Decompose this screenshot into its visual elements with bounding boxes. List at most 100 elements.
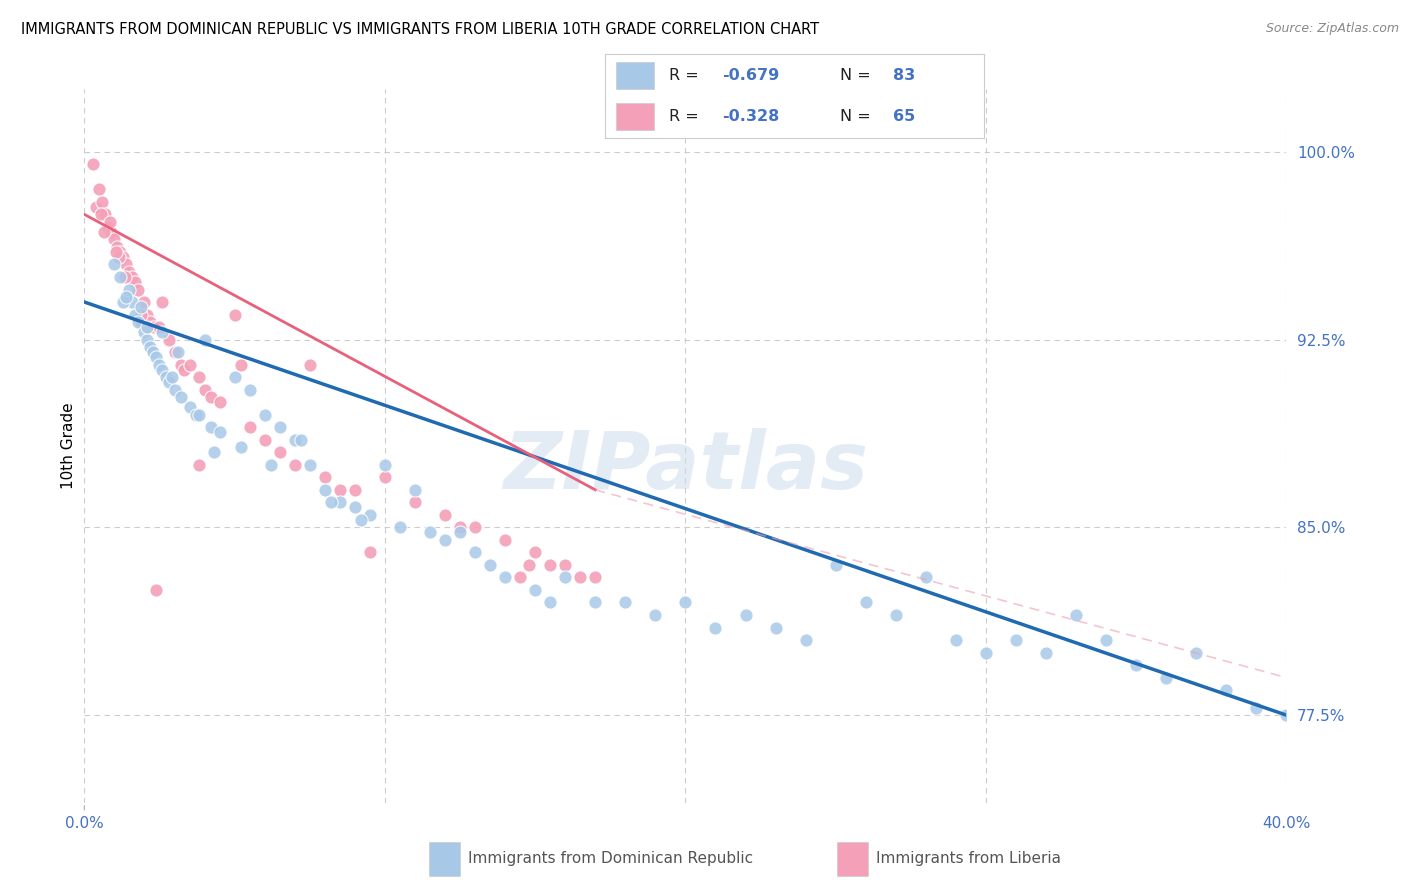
Point: [131, 300, 153, 314]
Point: [1185, 646, 1208, 660]
Point: [108, 250, 131, 264]
Point: [131, 308, 153, 322]
Point: [388, 520, 411, 534]
Point: [208, 395, 231, 409]
Point: [93, 225, 115, 239]
Point: [517, 558, 540, 572]
Point: [359, 545, 381, 559]
Point: [239, 383, 262, 397]
Point: [124, 275, 146, 289]
Point: [794, 633, 817, 648]
Text: Immigrants from Dominican Republic: Immigrants from Dominican Republic: [468, 851, 754, 865]
Point: [97, 219, 120, 234]
Point: [134, 325, 156, 339]
Point: [419, 525, 441, 540]
Point: [404, 483, 426, 497]
Point: [152, 295, 174, 310]
Point: [121, 270, 143, 285]
Point: [824, 558, 846, 572]
Point: [169, 390, 191, 404]
Point: [112, 295, 135, 310]
Point: [115, 290, 138, 304]
Text: Immigrants from Liberia: Immigrants from Liberia: [876, 851, 1062, 865]
Point: [169, 358, 191, 372]
Point: [945, 633, 967, 648]
Point: [253, 433, 276, 447]
Point: [224, 370, 246, 384]
Point: [187, 408, 209, 422]
Point: [359, 508, 381, 522]
Point: [284, 458, 307, 472]
Point: [121, 295, 143, 310]
Point: [173, 362, 195, 376]
Point: [734, 607, 756, 622]
Point: [1005, 633, 1028, 648]
Point: [298, 358, 321, 372]
Point: [157, 375, 180, 389]
Point: [134, 295, 156, 310]
Point: [103, 257, 125, 271]
Point: [103, 232, 125, 246]
FancyBboxPatch shape: [616, 62, 654, 89]
Text: 0.0%: 0.0%: [65, 816, 104, 831]
Y-axis label: 10th Grade: 10th Grade: [60, 402, 76, 490]
Point: [163, 383, 186, 397]
Point: [118, 283, 141, 297]
Point: [127, 315, 149, 329]
Point: [208, 425, 231, 440]
Point: [194, 333, 217, 347]
Point: [269, 445, 291, 459]
Point: [644, 607, 666, 622]
Point: [200, 390, 222, 404]
Point: [974, 646, 997, 660]
Point: [131, 315, 153, 329]
Point: [179, 400, 201, 414]
Text: ZIPatlas: ZIPatlas: [503, 428, 868, 507]
Point: [284, 433, 307, 447]
Point: [86, 200, 108, 214]
Point: [290, 433, 312, 447]
Text: R =: R =: [669, 68, 704, 83]
Point: [1035, 646, 1057, 660]
Point: [136, 320, 159, 334]
Text: -0.679: -0.679: [723, 68, 779, 83]
Point: [142, 345, 165, 359]
Point: [94, 207, 117, 221]
Point: [124, 308, 146, 322]
Point: [538, 558, 561, 572]
Point: [136, 308, 159, 322]
Point: [152, 325, 174, 339]
Text: N =: N =: [839, 68, 876, 83]
Point: [538, 595, 561, 609]
Point: [915, 570, 938, 584]
Point: [142, 320, 165, 334]
Text: IMMIGRANTS FROM DOMINICAN REPUBLIC VS IMMIGRANTS FROM LIBERIA 10TH GRADE CORRELA: IMMIGRANTS FROM DOMINICAN REPUBLIC VS IM…: [21, 22, 820, 37]
Point: [524, 545, 547, 559]
Point: [110, 270, 132, 285]
Text: 40.0%: 40.0%: [1263, 816, 1310, 831]
Point: [464, 520, 486, 534]
Point: [614, 595, 637, 609]
Point: [554, 570, 576, 584]
Point: [314, 483, 336, 497]
Point: [298, 458, 321, 472]
Point: [1275, 708, 1298, 723]
Point: [118, 265, 141, 279]
Point: [127, 283, 149, 297]
Point: [89, 182, 111, 196]
Point: [494, 533, 516, 547]
Point: [1064, 607, 1087, 622]
Point: [224, 308, 246, 322]
Point: [329, 495, 352, 509]
Point: [155, 370, 177, 384]
Point: [229, 358, 252, 372]
Point: [157, 333, 180, 347]
Point: [350, 513, 373, 527]
Point: [253, 408, 276, 422]
Point: [884, 607, 907, 622]
Point: [148, 358, 170, 372]
Point: [115, 257, 138, 271]
Point: [136, 333, 159, 347]
Point: [152, 362, 174, 376]
Point: [479, 558, 502, 572]
